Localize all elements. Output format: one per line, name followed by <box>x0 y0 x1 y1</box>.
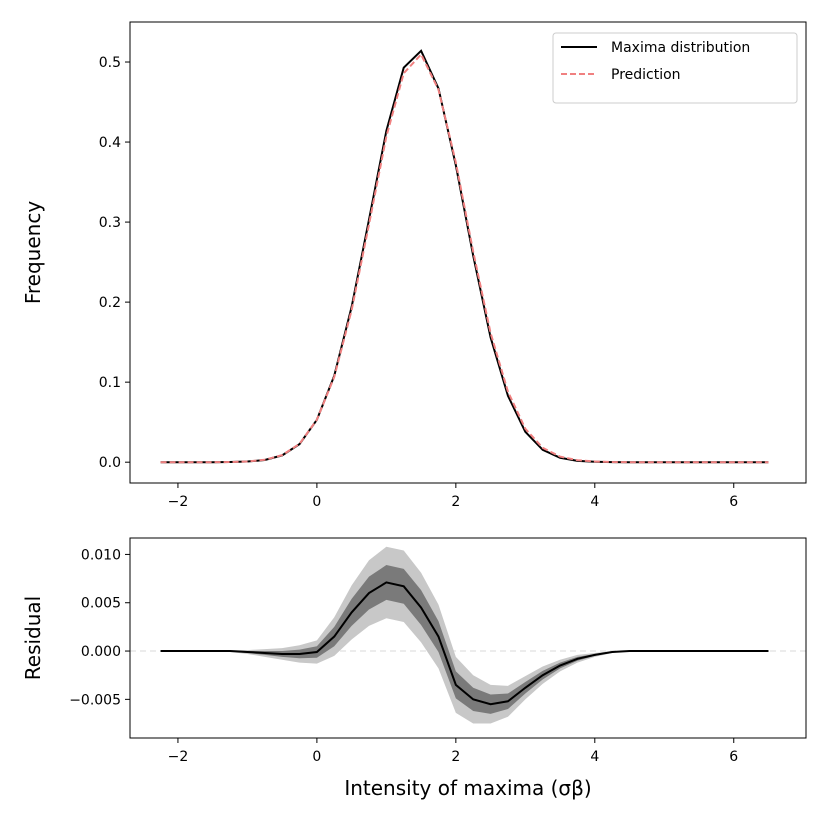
y-axis-label: Residual <box>21 596 45 680</box>
series-line <box>160 49 769 464</box>
y-tick-label: 0.3 <box>99 215 121 231</box>
y-axis-label: Frequency <box>21 201 45 304</box>
x-tick-label: −2 <box>168 749 189 765</box>
y-tick-label: 0.000 <box>81 644 121 660</box>
y-tick-label: 0.005 <box>81 596 121 612</box>
x-tick-label: 4 <box>590 749 599 765</box>
x-tick-label: 2 <box>451 494 460 510</box>
x-tick-label: 0 <box>312 749 321 765</box>
x-tick-label: 2 <box>451 749 460 765</box>
x-tick-label: 6 <box>729 494 738 510</box>
legend-label: Prediction <box>611 67 681 83</box>
y-tick-label: 0.2 <box>99 295 121 311</box>
legend-label: Maxima distribution <box>611 40 750 56</box>
y-tick-label: 0.010 <box>81 547 121 563</box>
y-tick-label: 0.4 <box>99 135 121 151</box>
series-line <box>160 52 769 464</box>
x-tick-label: 4 <box>590 494 599 510</box>
y-tick-label: 0.1 <box>99 375 121 391</box>
x-axis-label: Intensity of maxima (σβ) <box>344 776 591 800</box>
series-line <box>160 581 769 706</box>
legend-box <box>552 32 798 104</box>
y-tick-label: 0.0 <box>99 455 121 471</box>
error-band <box>160 565 769 714</box>
x-tick-label: 6 <box>729 749 738 765</box>
x-tick-label: −2 <box>168 494 189 510</box>
axes-frame <box>129 537 807 739</box>
x-tick-label: 0 <box>312 494 321 510</box>
y-tick-label: −0.005 <box>69 692 121 708</box>
y-tick-label: 0.5 <box>99 55 121 71</box>
axes-frame <box>129 21 807 484</box>
